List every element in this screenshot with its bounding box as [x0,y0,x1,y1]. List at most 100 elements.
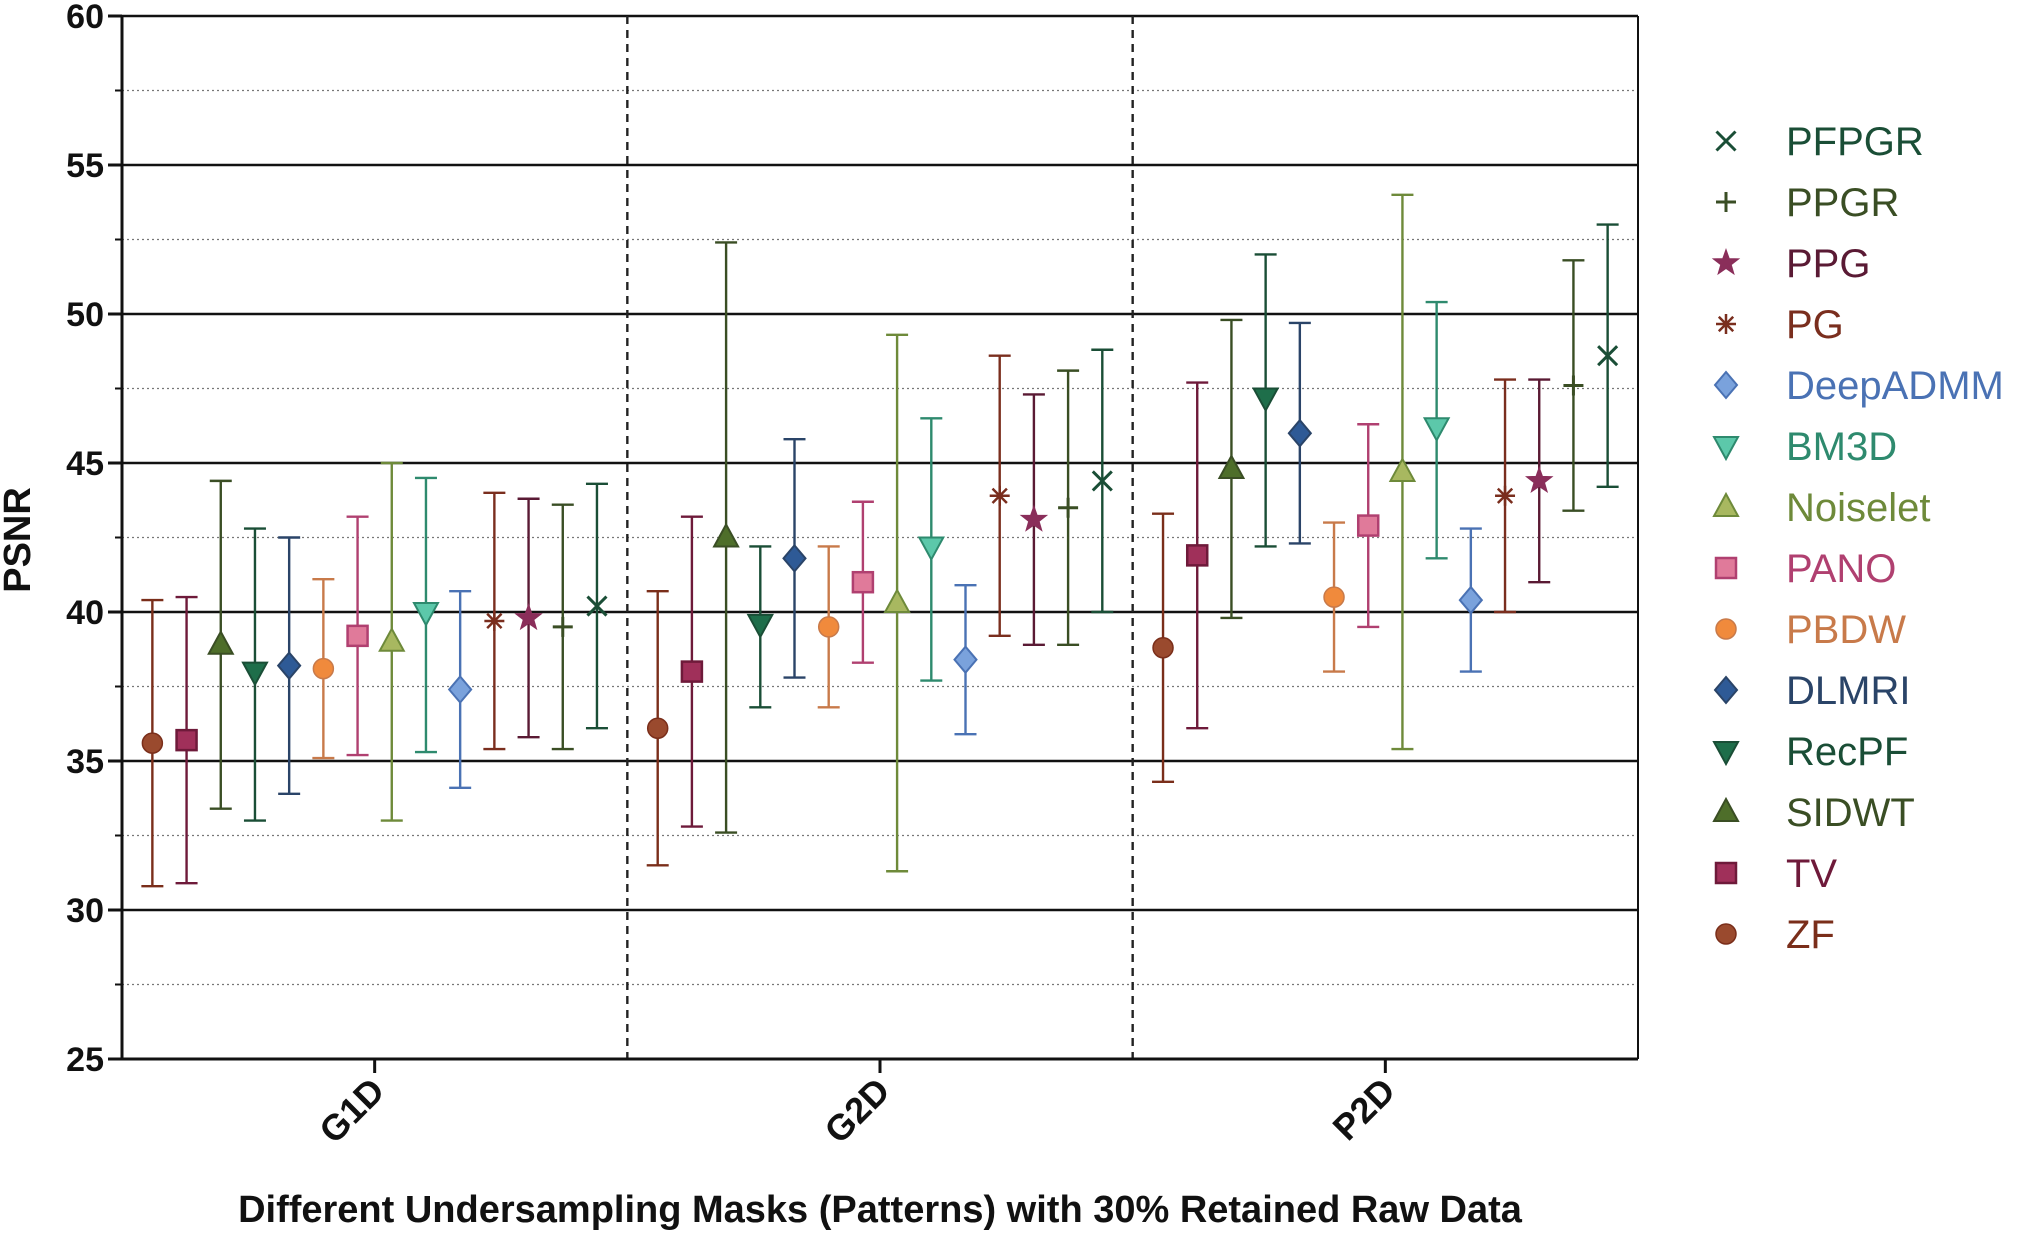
legend-marker-noiselet [1712,491,1740,517]
series-zf [141,512,1175,888]
y-axis-title: PSNR [0,487,39,593]
legend-item-zf: ZF [1715,913,1835,957]
series-sidwt [207,241,1246,834]
legend-label-zf: ZF [1786,913,1835,957]
point-tv-p2d [1185,544,1209,567]
legend-marker-sidwt [1712,796,1740,822]
x-tick-label-g2d: G2D [816,1070,897,1151]
point-deepadmm-g2d [953,645,978,675]
y-tick-label: 60 [66,0,104,36]
legend-label-noiselet: Noiselet [1786,486,1931,530]
legend-marker-pano [1714,556,1738,580]
point-zf-p2d [1152,637,1174,659]
point-pbdw-g2d [817,616,840,638]
point-tv-g2d [680,660,704,683]
legend-item-pbdw: PBDW [1715,608,1906,652]
series-pg [483,354,1517,751]
grid-layer [122,14,1638,986]
legend-marker-ppg [1711,247,1741,276]
series-ppg [514,378,1554,739]
legend-item-pg: PG [1716,303,1844,347]
y-tick-label: 50 [66,296,104,334]
point-noiselet-g2d [883,587,911,614]
point-pano-p2d [1356,514,1380,537]
legend-item-tv: TV [1714,852,1837,896]
series-bm3d [412,300,1451,754]
legend-label-ppg: PPG [1786,242,1870,286]
point-recpf-g1d [241,661,269,687]
legend-label-deepadmm: DeepADMM [1786,364,2004,408]
point-ppgr-g2d [1058,497,1079,518]
point-sidwt-g1d [207,629,235,655]
point-zf-g1d [141,732,164,754]
series-deepadmm [447,527,1484,790]
y-tick-label: 45 [66,445,104,483]
point-recpf-g2d [746,613,774,640]
point-bm3d-g2d [917,536,945,562]
legend-item-ppg: PPG [1711,242,1870,286]
point-bm3d-p2d [1422,417,1451,443]
legend-item-sidwt: SIDWT [1712,791,1915,835]
legend-label-pano: PANO [1786,547,1896,591]
legend-marker-ppgr [1716,192,1736,212]
legend-item-recpf: RecPF [1712,730,1908,774]
legend-label-pbdw: PBDW [1786,608,1906,652]
series-pbdw [312,521,1346,760]
legend-marker-dlmri [1713,675,1739,705]
point-ppg-p2d [1524,465,1554,494]
point-pbdw-p2d [1323,586,1345,608]
legend-marker-pbdw [1715,618,1737,640]
point-pfpgr-g2d [1091,470,1113,492]
point-ppgr-g1d [552,616,573,637]
point-pfpgr-g1d [586,595,608,617]
point-dlmri-g2d [782,543,807,573]
point-pg-p2d [1495,485,1516,506]
point-dlmri-p2d [1287,418,1313,448]
point-recpf-p2d [1251,387,1280,413]
point-ppg-g2d [1019,504,1049,532]
legend-item-pano: PANO [1714,547,1896,591]
point-deepadmm-p2d [1458,585,1484,615]
point-pano-g1d [346,624,369,648]
series-recpf [241,253,1280,822]
y-tick-label: 30 [66,892,104,930]
point-bm3d-g1d [412,602,440,628]
axes [120,16,1639,1061]
legend-label-dlmri: DLMRI [1786,669,1910,713]
point-sidwt-g2d [712,522,740,548]
legend-marker-bm3d [1712,436,1740,462]
series-ppgr [551,259,1585,751]
point-zf-g2d [646,717,669,739]
series-noiselet [378,193,1417,873]
legend-label-bm3d: BM3D [1786,425,1897,469]
legend-marker-tv [1714,861,1738,885]
series-dlmri [276,321,1313,795]
point-noiselet-p2d [1388,456,1417,482]
legend-label-sidwt: SIDWT [1786,791,1915,835]
point-sidwt-p2d [1217,453,1246,479]
x-tick-label-g1d: G1D [311,1070,392,1151]
point-pbdw-g1d [312,657,335,680]
legend-marker-zf [1715,923,1737,945]
legend-item-deepadmm: DeepADMM [1713,364,2004,408]
point-ppg-g1d [514,603,543,631]
series-pano [346,423,1380,757]
y-tick-label: 40 [66,594,104,632]
legend-label-tv: TV [1786,852,1837,896]
legend-marker-deepadmm [1713,370,1739,400]
point-pfpgr-p2d [1597,345,1619,367]
legend-label-recpf: RecPF [1786,730,1908,774]
legend-label-pg: PG [1786,303,1844,347]
point-pg-g1d [484,610,505,631]
series-tv [175,381,1209,885]
x-axis-title: Different Undersampling Masks (Patterns)… [238,1189,1523,1231]
legend-label-ppgr: PPGR [1786,181,1899,225]
legend-marker-recpf [1712,741,1740,767]
legend-marker-pg [1716,314,1736,334]
y-tick-label: 25 [66,1041,104,1079]
y-tick-label: 55 [66,147,104,185]
tick-labels: 25 30 35 40 45 50 55 60 G1D G2D P2D [66,0,1403,1151]
legend-item-pfpgr: PFPGR [1715,120,1924,164]
legend-label-pfpgr: PFPGR [1786,120,1924,164]
